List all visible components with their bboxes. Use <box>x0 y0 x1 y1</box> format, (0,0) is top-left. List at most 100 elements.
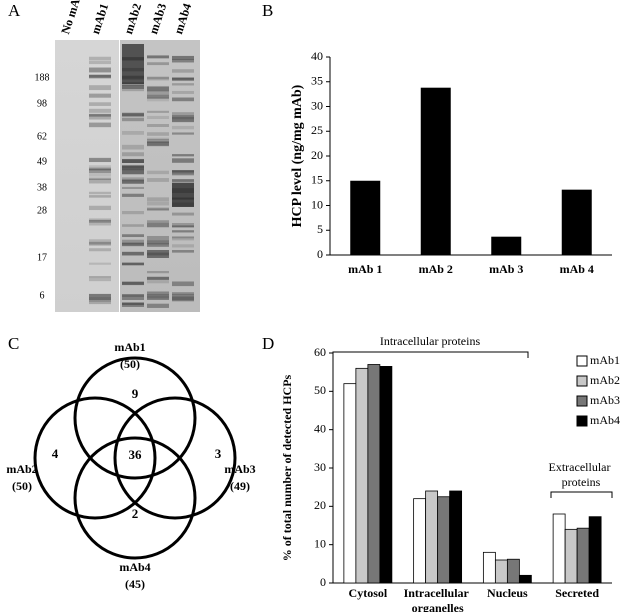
venn-circle <box>33 396 157 520</box>
y-tick-label: 40 <box>311 49 323 63</box>
x-tick-label: mAb 1 <box>348 262 382 276</box>
x-tick-label: Nucleus <box>487 586 528 600</box>
bar <box>588 516 602 584</box>
bar <box>552 513 566 584</box>
gel-band <box>122 152 144 157</box>
gel-band <box>147 115 169 119</box>
gel-band <box>89 122 111 128</box>
bar <box>420 87 451 255</box>
gel-band <box>89 262 111 265</box>
gel-band <box>147 222 169 228</box>
marker-label: 49 <box>37 156 47 167</box>
gel-band <box>147 243 169 247</box>
region-count: 4 <box>52 446 59 461</box>
gel-band <box>89 167 111 171</box>
bar <box>379 366 393 584</box>
gel-band <box>122 169 144 175</box>
set-count: (45) <box>125 577 145 591</box>
gel-band <box>122 44 144 84</box>
legend-swatch <box>576 415 588 427</box>
lane-label: mAb1 <box>88 2 111 36</box>
marker-label: 62 <box>37 131 47 142</box>
gel-band <box>147 294 169 300</box>
gel-band <box>89 177 111 180</box>
y-tick-label: 20 <box>314 498 326 512</box>
marker-label: 17 <box>37 252 47 263</box>
gel-band <box>122 113 144 117</box>
gel-band <box>89 67 111 73</box>
panel-label: C <box>8 334 19 353</box>
gel-band <box>172 77 194 82</box>
gel-band <box>147 90 169 96</box>
set-name: mAb3 <box>224 462 255 476</box>
gel-band <box>147 94 169 99</box>
y-tick-label: 0 <box>320 575 326 589</box>
panel-label: B <box>262 1 273 20</box>
gel-band <box>89 191 111 195</box>
gel-band <box>122 89 144 92</box>
gel-band <box>172 212 194 216</box>
bar <box>343 383 357 584</box>
gel-band <box>172 115 194 119</box>
gel-band <box>89 218 111 221</box>
gel-band <box>147 141 169 147</box>
gel-band <box>147 55 169 59</box>
gel-band <box>122 251 144 256</box>
bar <box>350 180 381 255</box>
region-count: 36 <box>129 447 143 462</box>
lane-label: mAb3 <box>146 2 169 36</box>
bar <box>518 574 532 584</box>
legend-swatch <box>576 355 588 367</box>
lane-label: mAb2 <box>121 2 144 36</box>
venn-circle <box>113 396 237 520</box>
gel-band <box>147 207 169 210</box>
gel-band <box>89 114 111 117</box>
y-tick-label: 30 <box>314 460 326 474</box>
legend-swatch <box>576 375 588 387</box>
gel-band <box>122 177 144 181</box>
gel-band <box>89 169 111 173</box>
x-tick-label: Intracellular organelles <box>404 586 472 612</box>
bar <box>491 236 522 255</box>
y-tick-label: 10 <box>311 197 323 211</box>
set-name: mAb4 <box>119 560 150 574</box>
y-tick-label: 60 <box>314 345 326 359</box>
gel-band <box>147 270 169 274</box>
y-tick-label: 25 <box>311 123 323 137</box>
gel-band <box>172 179 194 183</box>
lane-label: No mAb <box>58 0 85 36</box>
gel-band <box>172 179 194 182</box>
gel-band <box>122 166 144 171</box>
gel-band <box>89 158 111 163</box>
gel-band <box>172 158 194 163</box>
x-tick-label: mAb 2 <box>419 262 453 276</box>
gel-band <box>89 85 111 91</box>
gel-image <box>55 40 200 312</box>
set-name: mAb2 <box>6 462 37 476</box>
gel-band <box>89 74 111 78</box>
bar <box>437 496 451 584</box>
bar <box>576 527 590 584</box>
y-tick-label: 10 <box>314 536 326 550</box>
gel-band <box>147 235 169 241</box>
annotation: Intracellular proteins <box>380 334 481 348</box>
bracket <box>550 491 613 498</box>
gel-band <box>89 239 111 245</box>
gel-band <box>147 86 169 92</box>
gel-band <box>172 294 194 300</box>
y-axis-label: HCP level (ng/mg mAb) <box>290 84 305 227</box>
y-tick-label: 30 <box>311 98 323 112</box>
gel-band <box>147 170 169 175</box>
gel-band <box>172 230 194 233</box>
gel-band <box>89 113 111 117</box>
set-count: (50) <box>120 357 140 371</box>
gel-band <box>172 125 194 130</box>
bar <box>413 498 427 584</box>
gel-band <box>89 172 111 177</box>
set-count: (50) <box>12 479 32 493</box>
gel-band <box>122 234 144 238</box>
gel-band <box>172 158 194 163</box>
bar <box>367 364 381 584</box>
gel-band <box>89 178 111 184</box>
gel-band <box>147 277 169 280</box>
